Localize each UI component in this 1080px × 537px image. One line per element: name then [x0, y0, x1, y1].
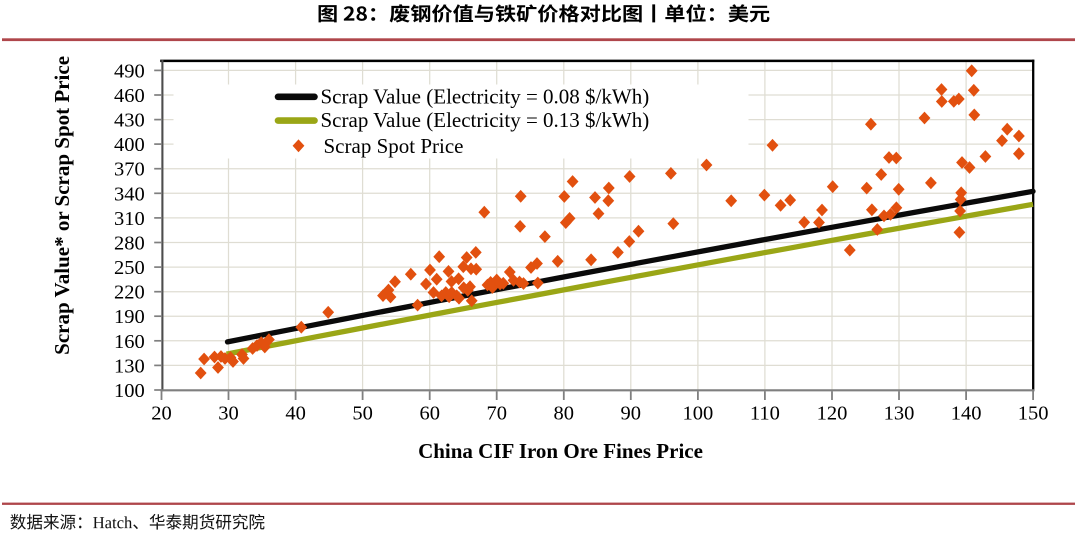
- svg-text:460: 460: [114, 85, 145, 107]
- svg-text:150: 150: [1018, 403, 1049, 425]
- svg-text:Scrap Value* or Scrap Spot Pri: Scrap Value* or Scrap Spot Price: [50, 56, 74, 355]
- svg-text:430: 430: [114, 110, 145, 132]
- svg-text:490: 490: [114, 60, 145, 82]
- svg-text:370: 370: [114, 159, 145, 181]
- svg-text:20: 20: [151, 403, 172, 425]
- svg-text:220: 220: [114, 282, 145, 304]
- svg-text:310: 310: [114, 208, 145, 230]
- svg-text:Scrap Value (Electricity = 0.0: Scrap Value (Electricity = 0.08 $/kWh): [321, 84, 650, 108]
- svg-text:140: 140: [951, 403, 982, 425]
- svg-text:130: 130: [114, 355, 145, 377]
- svg-text:China CIF Iron Ore Fines Price: China CIF Iron Ore Fines Price: [418, 439, 703, 463]
- svg-text:130: 130: [884, 403, 915, 425]
- svg-text:190: 190: [114, 306, 145, 328]
- svg-text:110: 110: [750, 403, 780, 425]
- svg-text:120: 120: [817, 403, 848, 425]
- svg-text:30: 30: [218, 403, 239, 425]
- svg-text:Scrap Value (Electricity = 0.1: Scrap Value (Electricity = 0.13 $/kWh): [321, 108, 650, 132]
- svg-text:280: 280: [114, 233, 145, 255]
- svg-text:60: 60: [419, 403, 440, 425]
- svg-text:80: 80: [554, 403, 575, 425]
- svg-text:400: 400: [114, 134, 145, 156]
- svg-text:250: 250: [114, 257, 145, 279]
- svg-text:90: 90: [621, 403, 642, 425]
- svg-text:40: 40: [285, 403, 306, 425]
- svg-text:340: 340: [114, 183, 145, 205]
- svg-text:100: 100: [683, 403, 714, 425]
- svg-text:70: 70: [486, 403, 507, 425]
- svg-text:50: 50: [352, 403, 373, 425]
- svg-text:Scrap Spot Price: Scrap Spot Price: [324, 134, 464, 158]
- svg-text:100: 100: [114, 380, 145, 402]
- svg-text:160: 160: [114, 331, 145, 353]
